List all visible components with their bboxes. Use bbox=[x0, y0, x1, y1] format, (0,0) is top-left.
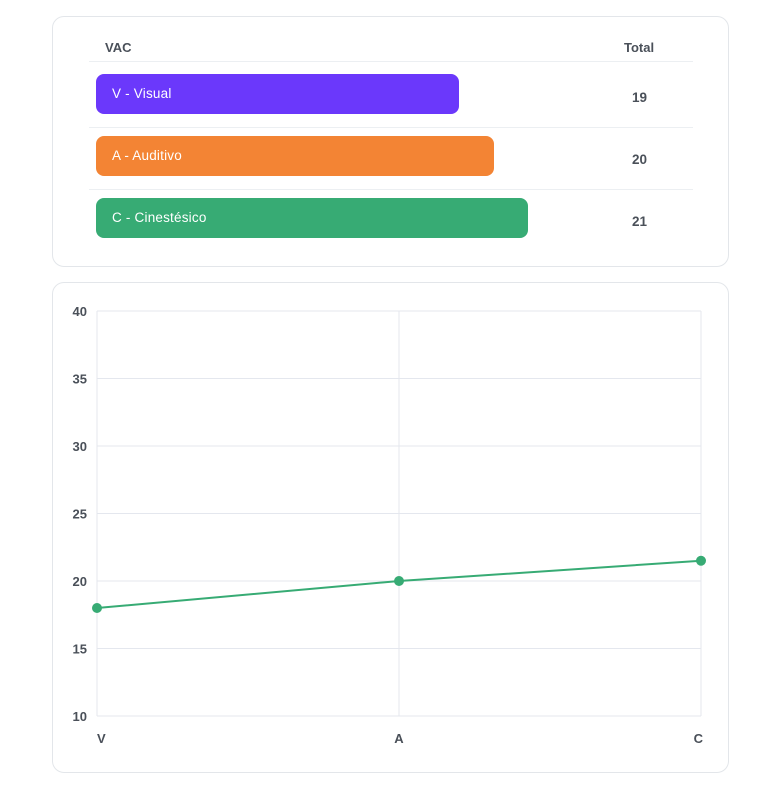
y-tick-label: 15 bbox=[73, 642, 87, 657]
y-tick-label: 20 bbox=[73, 574, 87, 589]
x-tick-label: C bbox=[694, 731, 704, 746]
x-tick-label: V bbox=[97, 731, 106, 746]
column-header-vac: VAC bbox=[105, 40, 132, 55]
y-tick-label: 30 bbox=[73, 439, 87, 454]
total-auditivo: 20 bbox=[632, 152, 648, 167]
total-cinestesico: 21 bbox=[632, 214, 648, 229]
bar-cinestesico: C - Cinestésico bbox=[96, 198, 528, 238]
bar-visual: V - Visual bbox=[96, 74, 459, 114]
data-point bbox=[394, 576, 404, 586]
x-tick-label: A bbox=[394, 731, 404, 746]
bar-auditivo: A - Auditivo bbox=[96, 136, 494, 176]
y-tick-label: 10 bbox=[73, 709, 87, 724]
header-divider bbox=[89, 61, 693, 62]
total-visual: 19 bbox=[632, 90, 648, 105]
data-point bbox=[92, 603, 102, 613]
row-divider bbox=[89, 127, 693, 128]
line-chart-card bbox=[52, 282, 729, 773]
y-tick-label: 35 bbox=[73, 372, 87, 387]
column-header-total: Total bbox=[624, 40, 655, 55]
row-divider bbox=[89, 189, 693, 190]
y-tick-label: 25 bbox=[73, 507, 87, 522]
y-tick-label: 40 bbox=[73, 304, 87, 319]
data-point bbox=[696, 555, 706, 566]
vac-totals-table: VAC Total V - Visual 19 A - Auditivo 20 … bbox=[52, 16, 729, 267]
